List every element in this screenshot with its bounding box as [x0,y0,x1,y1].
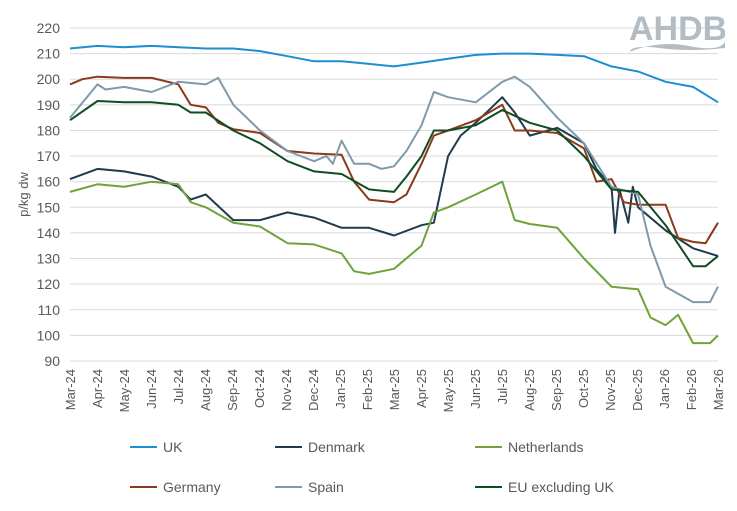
y-tick-label: 100 [37,327,61,343]
y-tick-label: 200 [37,71,61,87]
x-tick-label: Mar-26 [711,369,726,410]
y-tick-label: 150 [37,199,61,215]
series-line-uk [69,44,719,104]
x-tick-label: Jul-25 [495,369,510,404]
y-axis-label: p/kg dw [16,171,31,216]
x-tick-label: Mar-24 [63,369,78,410]
legend-label: EU excluding UK [508,479,614,495]
y-tick-label: 140 [37,225,61,241]
y-tick-label: 170 [37,148,61,164]
x-tick-label: Jul-24 [171,369,186,404]
ahdb-logo: AHDB [629,10,725,54]
x-tick-label: Aug-24 [198,369,213,411]
x-tick-label: Jun-25 [468,369,483,409]
x-tick-label: Oct-25 [576,369,591,408]
y-tick-label: 110 [38,302,61,318]
series-line-eu-excluding-uk [69,100,719,268]
legend-label: Germany [163,479,221,495]
x-tick-label: Sep-24 [225,369,240,411]
legend-label: UK [163,439,183,455]
x-tick-label: Feb-25 [360,369,375,410]
y-tick-label: 160 [37,174,61,190]
x-tick-label: Jun-24 [144,369,159,409]
y-tick-label: 210 [37,46,61,62]
y-tick-label: 220 [37,20,61,36]
x-tick-label: May-25 [441,369,456,412]
x-tick-label: Jan-25 [333,369,348,409]
x-tick-label: Jan-26 [657,369,672,409]
x-tick-label: Dec-24 [306,369,321,411]
y-tick-label: 180 [37,122,61,138]
x-tick-label: Dec-25 [630,369,645,411]
x-tick-label: Mar-25 [387,369,402,410]
series-line-denmark [69,96,719,257]
svg-text:AHDB: AHDB [629,10,725,48]
x-tick-label: Nov-25 [603,369,618,411]
x-tick-label: May-24 [117,369,132,412]
x-tick-label: Feb-26 [684,369,699,410]
x-tick-label: Apr-25 [414,369,429,408]
x-tick-label: Sep-25 [549,369,564,411]
y-tick-label: 130 [37,251,61,267]
series-line-germany [69,75,719,245]
legend-label: Spain [308,479,344,495]
x-tick-label: Apr-24 [90,369,105,408]
series-line-netherlands [69,180,719,345]
x-tick-label: Oct-24 [252,369,267,408]
y-tick-label: 120 [37,276,61,292]
series-line-spain [69,75,719,304]
x-tick-label: Nov-24 [279,369,294,411]
y-tick-label: 190 [37,97,61,113]
legend-label: Denmark [308,439,366,455]
legend-label: Netherlands [508,439,584,455]
x-tick-label: Aug-25 [522,369,537,411]
y-tick-label: 90 [44,353,60,369]
